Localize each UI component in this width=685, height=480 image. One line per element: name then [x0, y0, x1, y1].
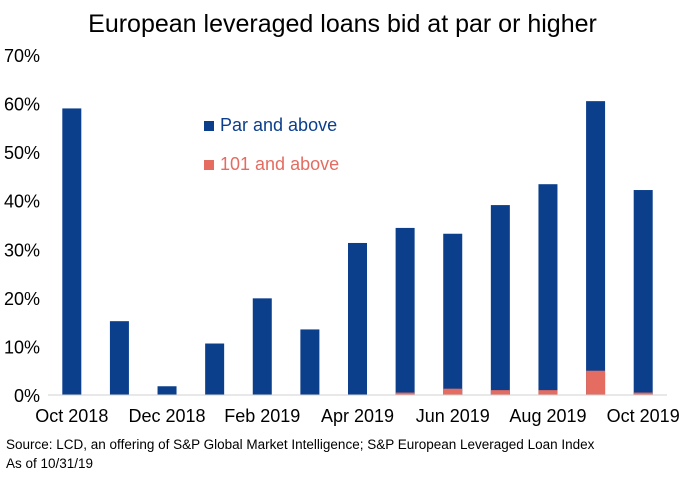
x-tick-label: Oct 2019: [607, 406, 680, 426]
bar-par-and-above: [109, 321, 129, 395]
bar-par-and-above: [252, 298, 272, 395]
bar-101-and-above: [443, 388, 463, 395]
bar-chart: 0% 10% 20% 30% 40% 50% 60% 70% Oct 2018 Dec 2018…: [4, 46, 680, 426]
y-tick-label: 30%: [4, 240, 40, 260]
y-tick-label: 20%: [4, 289, 40, 309]
y-tick-label: 50%: [4, 143, 40, 163]
y-tick-label: 40%: [4, 192, 40, 212]
y-tick-label: 70%: [4, 46, 40, 66]
bar-par-and-above: [538, 184, 558, 395]
bar-101-and-above: [538, 390, 558, 395]
x-axis: Oct 2018 Dec 2018 Feb 2019 Apr 2019 Jun 2019…: [35, 394, 680, 426]
legend-label: 101 and above: [220, 154, 339, 174]
x-tick-label: Apr 2019: [321, 406, 394, 426]
bar-par-and-above: [395, 227, 415, 395]
legend-label: Par and above: [220, 115, 337, 135]
as-of-note: As of 10/31/19: [6, 456, 94, 471]
x-tick-label: Aug 2019: [509, 406, 586, 426]
bar-par-and-above: [633, 190, 653, 395]
source-note: Source: LCD, an offering of S&P Global M…: [6, 437, 595, 452]
bar-par-and-above: [62, 108, 82, 395]
y-tick-label: 0%: [14, 386, 40, 406]
bar-par-and-above: [490, 205, 510, 395]
bar-par-and-above: [300, 329, 320, 395]
legend-swatch: [204, 160, 214, 170]
bar-101-and-above: [586, 370, 606, 395]
bar-101-and-above: [490, 390, 510, 395]
bar-par-and-above: [586, 101, 606, 396]
bar-par-and-above: [157, 386, 177, 395]
legend-swatch: [204, 121, 214, 131]
bar-101-and-above: [633, 392, 653, 395]
x-tick-label: Dec 2018: [129, 406, 206, 426]
x-tick-label: Feb 2019: [224, 406, 300, 426]
y-tick-label: 10%: [4, 337, 40, 357]
legend: Par and above 101 and above: [204, 115, 339, 174]
y-tick-label: 60%: [4, 95, 40, 115]
chart-title: European leveraged loans bid at par or h…: [88, 10, 597, 38]
bar-par-and-above: [205, 343, 225, 395]
bar-par-and-above: [348, 242, 367, 395]
bar-101-and-above: [395, 392, 415, 395]
x-tick-label: Jun 2019: [416, 406, 490, 426]
x-tick-label: Oct 2018: [35, 406, 108, 426]
y-axis: 0% 10% 20% 30% 40% 50% 60% 70%: [4, 46, 40, 406]
bars: [62, 101, 653, 396]
bar-par-and-above: [443, 233, 463, 395]
